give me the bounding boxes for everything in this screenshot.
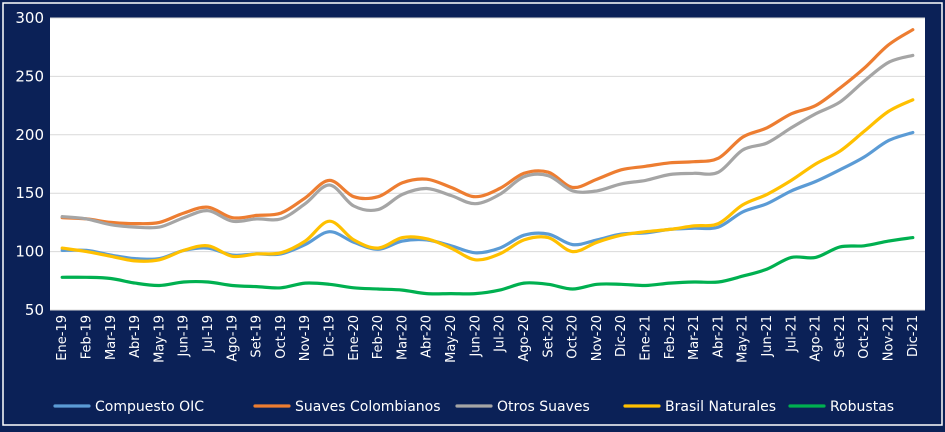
x-tick-label: May-19 [152, 315, 167, 363]
x-tick-label: Nov-21 [882, 315, 897, 361]
x-tick-label: Ene-20 [347, 315, 362, 361]
x-tick-label: Abr-19 [128, 315, 143, 358]
legend-label: Otros Suaves [497, 399, 590, 415]
chart-border [2, 2, 943, 426]
legend: Compuesto OIC Suaves Colombianos Otros Sua… [53, 399, 894, 415]
series-line-0 [60, 130, 915, 261]
y-tick-label: 100 [15, 243, 44, 261]
series-line-1 [60, 28, 915, 226]
legend-label: Compuesto OIC [95, 399, 204, 415]
x-axis-ticks: Ene-19 Feb-19 Mar-19 Abr-19 May-19 Jun-19 Jul-… [55, 315, 921, 363]
x-tick-label: Jul-19 [201, 315, 216, 353]
x-tick-label: Mar-19 [104, 315, 119, 360]
x-tick-label: Oct-20 [566, 315, 581, 359]
x-tick-label: Ago-21 [809, 315, 824, 362]
x-tick-label: Oct-19 [274, 315, 289, 359]
x-tick-label: Set-19 [250, 315, 265, 358]
x-tick-label: Mar-21 [687, 315, 702, 360]
legend-label: Robustas [830, 399, 894, 415]
legend-label: Brasil Naturales [665, 399, 776, 415]
x-tick-label: Jun-21 [760, 315, 775, 358]
y-tick-label: 200 [15, 126, 44, 144]
x-tick-label: May-21 [736, 315, 751, 363]
x-tick-label: Set-21 [833, 315, 848, 358]
x-tick-label: Mar-20 [395, 315, 410, 360]
x-tick-label: Feb-19 [79, 315, 94, 359]
x-tick-label: Ago-19 [225, 315, 240, 362]
y-tick-label: 250 [15, 67, 44, 85]
y-tick-label: 300 [15, 9, 44, 27]
y-axis-ticks: 50 100 150 200 250 300 [15, 9, 44, 319]
x-tick-label: Ene-21 [638, 315, 653, 361]
x-tick-label: Oct-21 [857, 315, 872, 359]
x-tick-label: Set-20 [541, 315, 556, 358]
x-tick-label: Feb-21 [663, 315, 678, 359]
x-tick-label: May-20 [444, 315, 459, 363]
x-tick-label: Abr-21 [711, 315, 726, 358]
y-tick-label: 50 [25, 301, 44, 319]
x-tick-label: Jul-21 [784, 315, 799, 353]
x-tick-label: Dic-21 [906, 315, 921, 357]
x-tick-label: Nov-19 [298, 315, 313, 361]
x-tick-label: Jul-20 [493, 315, 508, 353]
series-lines [60, 28, 915, 296]
series-line-4 [60, 236, 915, 296]
series-line-2 [60, 53, 915, 230]
legend-label: Suaves Colombianos [295, 399, 441, 415]
x-tick-label: Dic-20 [614, 315, 629, 357]
series-line-3 [60, 98, 915, 263]
x-tick-label: Ago-20 [517, 315, 532, 362]
x-tick-label: Jun-19 [177, 315, 192, 358]
x-tick-label: Nov-20 [590, 315, 605, 361]
x-tick-label: Ene-19 [55, 315, 70, 361]
x-tick-label: Feb-20 [371, 315, 386, 359]
x-tick-label: Abr-20 [420, 315, 435, 358]
y-tick-label: 150 [15, 184, 44, 202]
x-tick-label: Dic-19 [323, 315, 338, 357]
x-tick-label: Jun-20 [468, 315, 483, 358]
plot-area [50, 18, 925, 310]
